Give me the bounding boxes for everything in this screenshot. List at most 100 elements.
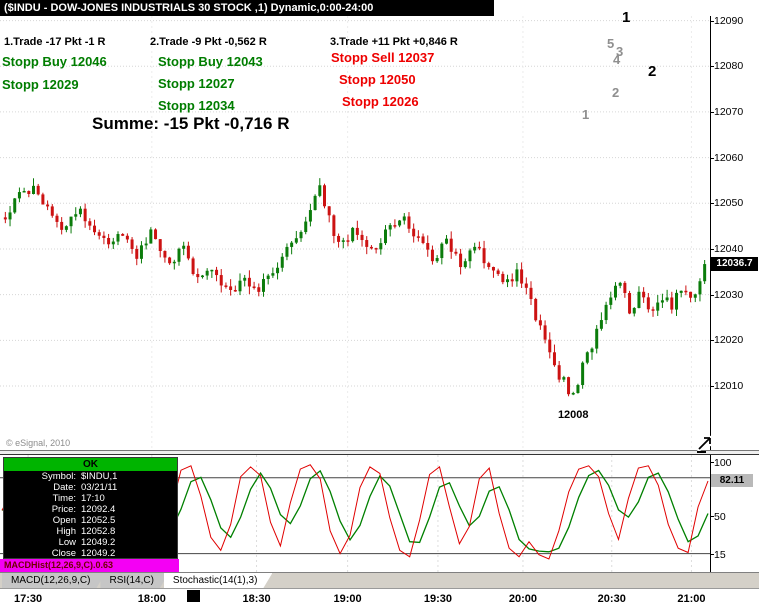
candlestick bbox=[628, 290, 632, 315]
candlestick bbox=[374, 247, 378, 254]
price-axis-tick bbox=[710, 203, 714, 205]
candlestick bbox=[487, 261, 491, 270]
stoch-axis-label: 15 bbox=[714, 548, 726, 561]
time-axis-label: 20:30 bbox=[597, 593, 626, 605]
candlestick bbox=[581, 361, 585, 389]
candlestick bbox=[482, 240, 486, 269]
candlestick bbox=[463, 258, 467, 269]
candlestick bbox=[93, 219, 97, 236]
candlestick bbox=[355, 220, 359, 240]
candlestick bbox=[271, 267, 275, 278]
trade-3-stop-1: Stopp Sell 12037 bbox=[331, 50, 435, 65]
stoch-axis-label: 100 bbox=[714, 456, 732, 469]
candlestick bbox=[219, 269, 223, 293]
data-window-row-label: Symbol: bbox=[41, 471, 76, 482]
title-bar[interactable]: ($INDU - DOW-JONES INDUSTRIALS 30 STOCK … bbox=[0, 0, 494, 16]
data-window-row-value: 17:10 bbox=[81, 493, 105, 504]
candlestick bbox=[154, 228, 158, 240]
candlestick bbox=[557, 360, 561, 383]
price-axis-tick bbox=[710, 20, 714, 22]
candlestick bbox=[261, 273, 265, 297]
candlestick bbox=[224, 282, 228, 289]
time-axis-marker bbox=[187, 590, 200, 602]
tab-stochastic[interactable]: Stochastic(14(1),3) bbox=[164, 573, 272, 588]
candlestick bbox=[88, 218, 92, 231]
candlestick bbox=[538, 314, 542, 330]
candlestick bbox=[468, 248, 472, 269]
price-axis-label: 12090 bbox=[714, 14, 744, 27]
candlestick bbox=[402, 213, 406, 225]
candlestick bbox=[637, 286, 641, 309]
candlestick bbox=[215, 266, 219, 282]
price-axis-tick bbox=[710, 294, 714, 296]
candlestick bbox=[571, 391, 575, 396]
pane-divider[interactable] bbox=[0, 450, 759, 455]
candlestick bbox=[656, 295, 660, 316]
candlestick bbox=[41, 192, 45, 205]
data-window-row-label: High bbox=[56, 526, 76, 537]
tab-macd[interactable]: MACD(12,26,9,C) bbox=[2, 573, 105, 588]
candlestick bbox=[562, 375, 566, 383]
candlestick bbox=[243, 274, 247, 287]
time-axis-label: 18:00 bbox=[137, 593, 166, 605]
candlestick bbox=[510, 273, 514, 287]
tab-rsi[interactable]: RSI(14,C) bbox=[100, 573, 168, 588]
candlestick bbox=[369, 245, 373, 250]
candlestick bbox=[22, 187, 26, 193]
candlestick bbox=[529, 281, 533, 305]
candlestick bbox=[341, 237, 345, 249]
data-window-row: Price: 12092.4 bbox=[4, 504, 177, 515]
candlestick bbox=[506, 274, 510, 288]
price-axis-label: 12080 bbox=[714, 60, 744, 73]
price-axis-tick bbox=[710, 157, 714, 159]
candlestick bbox=[473, 242, 477, 254]
candlestick bbox=[97, 229, 101, 240]
candlestick bbox=[496, 268, 500, 276]
candlestick bbox=[393, 219, 397, 229]
candlestick bbox=[660, 293, 664, 308]
candlestick bbox=[501, 271, 505, 285]
candlestick bbox=[534, 297, 538, 322]
candlestick bbox=[50, 204, 54, 218]
candlestick bbox=[642, 287, 646, 303]
candlestick bbox=[69, 216, 73, 234]
data-window[interactable]: OK Symbol: $INDU,1 Date: 03/21/11 Time: 17:10… bbox=[3, 457, 178, 559]
candlestick bbox=[233, 285, 237, 292]
candlestick bbox=[27, 190, 31, 198]
candlestick bbox=[322, 183, 326, 209]
price-axis-label: 12030 bbox=[714, 288, 744, 301]
candlestick bbox=[102, 231, 106, 245]
trade-marker: 4 bbox=[613, 52, 621, 67]
data-window-rows: Symbol: $INDU,1 Date: 03/21/11 Time: 17:10 Pri… bbox=[4, 471, 177, 559]
stochastic-value-badge: 82.11 bbox=[711, 473, 753, 487]
candlestick bbox=[693, 293, 697, 303]
candlestick bbox=[135, 245, 139, 266]
candlestick bbox=[247, 270, 251, 295]
candlestick bbox=[604, 301, 608, 325]
candlestick bbox=[440, 242, 444, 265]
candlestick bbox=[229, 279, 233, 296]
price-axis-label: 12070 bbox=[714, 105, 744, 118]
price-axis-tick bbox=[710, 66, 714, 68]
trade-2-stop-2: Stopp 12027 bbox=[158, 76, 235, 91]
main-price-chart[interactable] bbox=[0, 16, 710, 450]
candlestick bbox=[698, 278, 702, 302]
price-axis-label: 12050 bbox=[714, 197, 744, 210]
candlestick bbox=[139, 241, 143, 264]
candlestick bbox=[552, 344, 556, 367]
candlestick bbox=[407, 212, 411, 233]
trade-1-stop-1: Stopp Buy 12046 bbox=[2, 54, 107, 69]
candlestick bbox=[182, 241, 186, 256]
data-window-row-label: Price: bbox=[51, 504, 76, 515]
candlestick bbox=[590, 347, 594, 360]
candlestick bbox=[74, 207, 78, 221]
candlestick bbox=[613, 282, 617, 301]
stoch-axis-tick bbox=[710, 515, 714, 517]
candlestick bbox=[210, 269, 214, 278]
candlestick bbox=[294, 230, 298, 245]
candlestick bbox=[365, 236, 369, 255]
data-window-row-label: Close bbox=[51, 548, 76, 559]
macdhist-pane-bar[interactable]: MACDHist(12,26,9,C).0.63 bbox=[0, 559, 179, 572]
data-window-row: High 12052.8 bbox=[4, 526, 177, 537]
